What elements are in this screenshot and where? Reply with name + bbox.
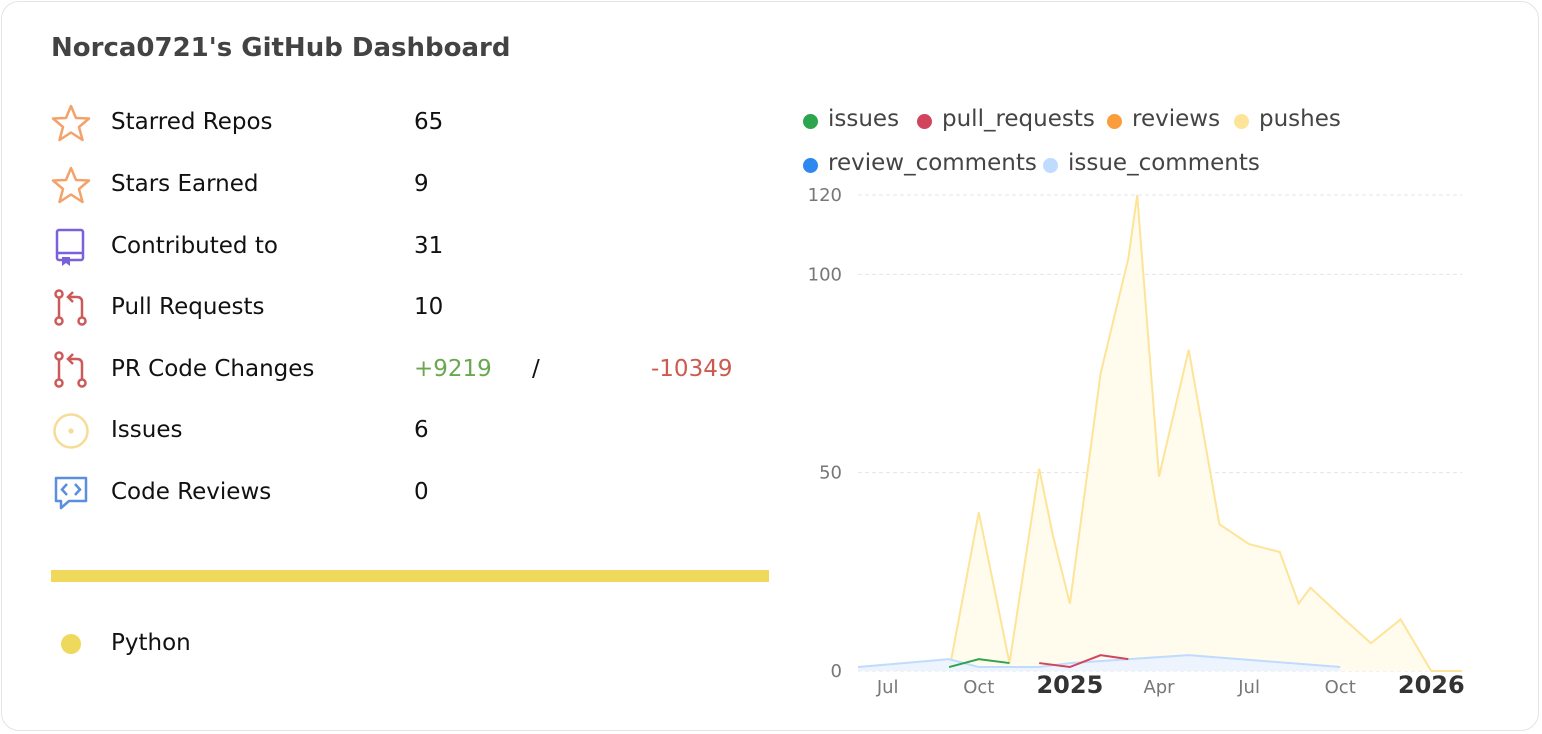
legend-dot xyxy=(917,114,932,129)
stat-pull-requests: Pull Requests 10 xyxy=(51,286,771,326)
legend-dot xyxy=(1043,158,1058,173)
stat-stars-earned: Stars Earned 9 xyxy=(51,163,771,204)
stat-starred-repos: Starred Repos 65 xyxy=(51,101,771,142)
stat-label: Pull Requests xyxy=(111,294,265,320)
series-line-issue_comments xyxy=(857,654,1341,669)
x-tick-label: 2026 xyxy=(1398,671,1465,699)
page-title: Norca0721's GitHub Dashboard xyxy=(51,33,511,63)
stat-contributed-to: Contributed to 31 xyxy=(51,225,771,266)
legend-dot xyxy=(803,114,818,129)
activity-chart: 0 50 100 120 Jul Oct 2025 Apr Jul Oct 2026 xyxy=(808,185,1465,699)
code-review-icon xyxy=(54,476,88,510)
legend-label: pull_requests xyxy=(942,106,1095,132)
stat-value: 65 xyxy=(414,109,444,135)
legend-label: pushes xyxy=(1259,106,1341,132)
stat-value: 31 xyxy=(414,233,444,259)
language-bar xyxy=(51,570,769,582)
issue-icon xyxy=(53,413,89,449)
stat-label: Code Reviews xyxy=(111,479,272,505)
pull-request-icon xyxy=(54,289,87,326)
language-color-dot xyxy=(61,634,81,654)
y-tick-label: 120 xyxy=(808,185,842,206)
separator: / xyxy=(532,356,540,382)
x-tick-label: Jul xyxy=(876,677,899,698)
x-tick-label: 2025 xyxy=(1036,671,1103,699)
stat-value: 10 xyxy=(414,294,444,320)
legend-label: reviews xyxy=(1132,106,1221,132)
x-tick-label: Jul xyxy=(1237,677,1260,698)
stat-label: Contributed to xyxy=(111,233,278,259)
stat-label: PR Code Changes xyxy=(111,356,315,382)
y-tick-label: 0 xyxy=(831,661,842,682)
stat-value: 9 xyxy=(414,171,429,197)
stat-value: 6 xyxy=(414,417,429,443)
repo-icon xyxy=(55,228,85,266)
y-tick-label: 100 xyxy=(808,264,842,285)
legend-label: issue_comments xyxy=(1068,150,1260,176)
legend-dot xyxy=(803,158,818,173)
legend-dot xyxy=(1234,114,1249,129)
star-icon xyxy=(51,104,91,142)
series-line-pull_requests xyxy=(1039,654,1129,669)
x-tick-label: Oct xyxy=(1325,677,1356,698)
stat-pr-code-changes: PR Code Changes +9219 / -10349 xyxy=(51,348,771,388)
x-tick-label: Apr xyxy=(1143,677,1175,698)
additions-value: +9219 xyxy=(414,356,492,382)
legend-label: issues xyxy=(828,106,900,132)
deletions-value: -10349 xyxy=(651,356,733,382)
language-item: Python xyxy=(51,628,351,664)
series-area-pushes xyxy=(949,195,1462,671)
language-name: Python xyxy=(111,630,191,656)
series-line-pushes xyxy=(948,194,1462,672)
stat-issues: Issues 6 xyxy=(51,409,771,449)
x-tick-label: Oct xyxy=(963,677,994,698)
stat-label: Starred Repos xyxy=(111,109,273,135)
stat-label: Issues xyxy=(111,417,183,443)
legend-dot xyxy=(1107,114,1122,129)
stat-code-reviews: Code Reviews 0 xyxy=(51,471,771,511)
star-icon xyxy=(51,166,91,204)
stat-label: Stars Earned xyxy=(111,171,259,197)
legend-label: review_comments xyxy=(828,150,1037,176)
stat-value: 0 xyxy=(414,479,429,505)
pull-request-icon xyxy=(54,351,87,388)
y-tick-label: 50 xyxy=(819,463,842,484)
series-line-issues xyxy=(948,658,1010,668)
